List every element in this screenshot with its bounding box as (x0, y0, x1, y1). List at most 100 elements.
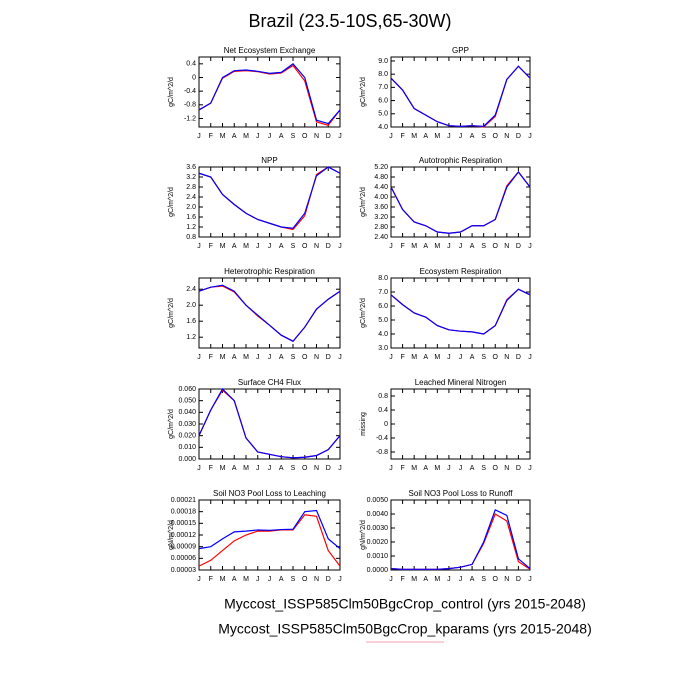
y-tick-label: 0 (192, 74, 196, 81)
y-axis-label: gC/m^2/d (360, 187, 367, 217)
y-tick-label: -0.8 (184, 102, 196, 109)
x-tick-label: M (411, 576, 417, 583)
x-tick-label: F (400, 354, 404, 361)
y-tick-label: 0.010 (178, 444, 196, 451)
x-tick-label: A (232, 465, 237, 472)
y-tick-label: 0.050 (178, 398, 196, 405)
x-tick-label: M (411, 465, 417, 472)
series-line (198, 166, 341, 229)
x-tick-label: S (481, 133, 486, 140)
series-line (390, 171, 531, 234)
y-tick-label: 5.20 (374, 164, 388, 171)
x-tick-label: J (447, 133, 451, 140)
x-tick-label: S (481, 465, 486, 472)
x-tick-label: A (279, 465, 284, 472)
x-tick-label: M (411, 354, 417, 361)
y-tick-label: -0.4 (376, 435, 388, 442)
series-line (198, 388, 341, 459)
plot-frame (390, 277, 531, 349)
y-tick-label: 5.0 (378, 111, 388, 118)
series-line (390, 288, 531, 335)
y-tick-label: 0.030 (178, 421, 196, 428)
y-tick-label: 4.00 (374, 194, 388, 201)
x-tick-label: O (302, 133, 308, 140)
panel: Ecosystem Respiration gC/m^2/d 8.0 7.0 6.0 5.… (360, 267, 532, 361)
x-tick-label: F (400, 243, 404, 250)
x-tick-label: S (291, 465, 296, 472)
x-tick-label: J (389, 243, 393, 250)
y-tick-label: 0.040 (178, 409, 196, 416)
panel-title: Net Ecosystem Exchange (224, 46, 316, 55)
x-tick-label: A (232, 576, 237, 583)
x-tick-label: O (302, 576, 308, 583)
x-tick-label: J (459, 133, 463, 140)
y-tick-label: 0.00003 (171, 567, 196, 574)
y-tick-label: 1.2 (186, 334, 196, 341)
y-tick-label: 0.060 (178, 386, 196, 393)
x-tick-label: M (220, 354, 226, 361)
x-tick-label: A (470, 133, 475, 140)
y-tick-label: 0.00021 (171, 497, 196, 504)
y-tick-label: 0.0040 (367, 511, 389, 518)
x-tick-label: M (434, 576, 440, 583)
x-tick-label: J (256, 465, 260, 472)
panel: Heterotrophic Respiration gC/m^2/d 2.4 2.0 1… (168, 267, 342, 361)
x-tick-label: M (243, 576, 249, 583)
x-tick-label: M (411, 133, 417, 140)
y-tick-label: -1.2 (184, 115, 196, 122)
y-axis-label: gC/m^2/d (168, 77, 175, 107)
y-axis-label: gN/m^2/d (168, 520, 175, 550)
series-line (198, 285, 341, 342)
series-line (390, 65, 531, 127)
x-tick-label: J (459, 576, 463, 583)
y-tick-label: 3.60 (374, 204, 388, 211)
panel: Leached Mineral Nitrogen missing 0.8 0.4 0 -0… (360, 378, 532, 472)
x-tick-label: J (389, 354, 393, 361)
x-tick-label: J (447, 354, 451, 361)
y-tick-label: 0.00012 (171, 532, 196, 539)
x-tick-label: F (209, 243, 213, 250)
panel-title: NPP (261, 156, 277, 165)
x-tick-label: O (302, 465, 308, 472)
x-tick-label: D (326, 133, 331, 140)
x-tick-label: J (338, 465, 342, 472)
y-tick-label: 0.8 (186, 234, 196, 241)
x-tick-label: J (459, 465, 463, 472)
x-tick-label: O (493, 354, 499, 361)
y-tick-label: 0.0020 (367, 539, 389, 546)
y-tick-label: 2.80 (374, 224, 388, 231)
y-tick-label: 2.4 (186, 194, 196, 201)
x-tick-label: A (423, 465, 428, 472)
x-tick-label: J (338, 243, 342, 250)
x-tick-label: M (243, 354, 249, 361)
plot-frame (198, 499, 341, 571)
y-tick-label: 0.00006 (171, 555, 196, 562)
x-tick-label: A (279, 243, 284, 250)
x-tick-label: J (256, 133, 260, 140)
x-tick-label: M (434, 465, 440, 472)
y-axis-label: missing (360, 412, 367, 436)
y-tick-label: 3.6 (186, 164, 196, 171)
x-tick-label: F (400, 576, 404, 583)
y-axis-label: gC/m^2/d (360, 298, 367, 328)
x-tick-label: O (493, 243, 499, 250)
series-line (198, 514, 341, 567)
x-tick-label: N (504, 133, 509, 140)
x-tick-label: J (197, 354, 201, 361)
y-tick-label: 0 (384, 421, 388, 428)
x-tick-label: S (291, 354, 296, 361)
y-axis-label: gC/m^2/d (168, 409, 175, 439)
series-line (198, 166, 341, 231)
x-tick-label: N (504, 465, 509, 472)
x-tick-label: N (314, 243, 319, 250)
x-tick-label: O (302, 243, 308, 250)
x-tick-label: S (481, 576, 486, 583)
y-axis-label: gC/m^2/d (168, 187, 175, 217)
y-axis-label: gN/m^2/d (360, 520, 367, 550)
x-tick-label: A (470, 465, 475, 472)
y-tick-label: 0.4 (378, 407, 388, 414)
x-tick-label: M (243, 465, 249, 472)
panel: Soil NO3 Pool Loss to RunoffgN/m^2/d0.00… (360, 489, 532, 583)
